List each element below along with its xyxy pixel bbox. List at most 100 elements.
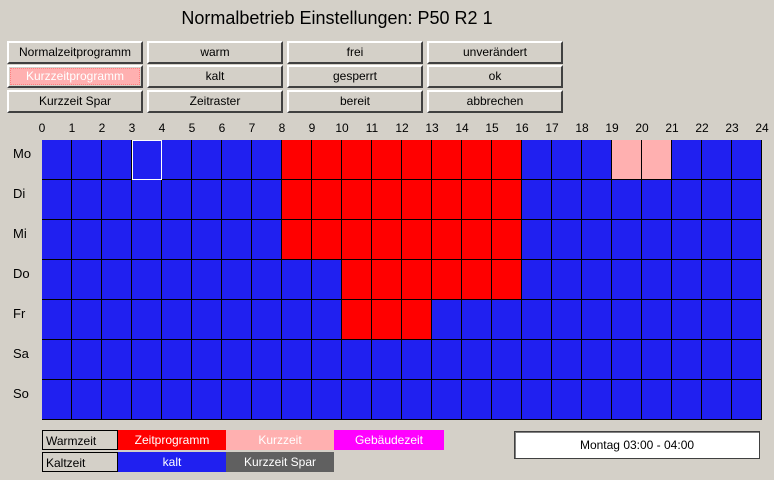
- schedule-cell-mi-18[interactable]: [582, 220, 612, 260]
- schedule-cell-di-2[interactable]: [102, 180, 132, 220]
- schedule-cell-do-5[interactable]: [192, 260, 222, 300]
- schedule-cell-do-18[interactable]: [582, 260, 612, 300]
- schedule-cell-mo-14[interactable]: [462, 140, 492, 180]
- schedule-cell-sa-2[interactable]: [102, 340, 132, 380]
- schedule-cell-di-1[interactable]: [72, 180, 102, 220]
- schedule-cell-fr-15[interactable]: [492, 300, 522, 340]
- schedule-cell-sa-6[interactable]: [222, 340, 252, 380]
- schedule-cell-sa-16[interactable]: [522, 340, 552, 380]
- schedule-cell-so-12[interactable]: [402, 380, 432, 420]
- schedule-cell-so-14[interactable]: [462, 380, 492, 420]
- schedule-cell-sa-15[interactable]: [492, 340, 522, 380]
- schedule-cell-sa-21[interactable]: [672, 340, 702, 380]
- schedule-cell-di-4[interactable]: [162, 180, 192, 220]
- schedule-cell-do-22[interactable]: [702, 260, 732, 300]
- schedule-cell-sa-1[interactable]: [72, 340, 102, 380]
- schedule-cell-mi-22[interactable]: [702, 220, 732, 260]
- schedule-cell-so-5[interactable]: [192, 380, 222, 420]
- schedule-cell-sa-0[interactable]: [42, 340, 72, 380]
- schedule-cell-fr-0[interactable]: [42, 300, 72, 340]
- schedule-cell-fr-18[interactable]: [582, 300, 612, 340]
- schedule-cell-mo-5[interactable]: [192, 140, 222, 180]
- schedule-cell-sa-22[interactable]: [702, 340, 732, 380]
- schedule-cell-mo-20[interactable]: [642, 140, 672, 180]
- schedule-cell-di-14[interactable]: [462, 180, 492, 220]
- ok-button[interactable]: ok: [427, 65, 563, 88]
- schedule-cell-mo-22[interactable]: [702, 140, 732, 180]
- schedule-cell-mi-11[interactable]: [372, 220, 402, 260]
- schedule-cell-so-21[interactable]: [672, 380, 702, 420]
- schedule-cell-di-8[interactable]: [282, 180, 312, 220]
- schedule-cell-di-9[interactable]: [312, 180, 342, 220]
- schedule-cell-mi-0[interactable]: [42, 220, 72, 260]
- schedule-cell-so-8[interactable]: [282, 380, 312, 420]
- schedule-cell-so-17[interactable]: [552, 380, 582, 420]
- schedule-cell-di-7[interactable]: [252, 180, 282, 220]
- schedule-cell-sa-7[interactable]: [252, 340, 282, 380]
- schedule-cell-so-22[interactable]: [702, 380, 732, 420]
- kalt-button[interactable]: kalt: [147, 65, 283, 88]
- schedule-cell-sa-18[interactable]: [582, 340, 612, 380]
- schedule-cell-so-23[interactable]: [732, 380, 762, 420]
- schedule-cell-so-16[interactable]: [522, 380, 552, 420]
- schedule-cell-mi-23[interactable]: [732, 220, 762, 260]
- schedule-cell-do-3[interactable]: [132, 260, 162, 300]
- schedule-cell-do-19[interactable]: [612, 260, 642, 300]
- normalzeitprogramm-button[interactable]: Normalzeitprogramm: [7, 41, 143, 64]
- schedule-cell-do-14[interactable]: [462, 260, 492, 300]
- abbrechen-button[interactable]: abbrechen: [427, 90, 563, 113]
- schedule-cell-so-18[interactable]: [582, 380, 612, 420]
- schedule-cell-di-16[interactable]: [522, 180, 552, 220]
- schedule-cell-fr-1[interactable]: [72, 300, 102, 340]
- schedule-cell-so-13[interactable]: [432, 380, 462, 420]
- schedule-cell-di-17[interactable]: [552, 180, 582, 220]
- schedule-cell-sa-10[interactable]: [342, 340, 372, 380]
- schedule-cell-so-6[interactable]: [222, 380, 252, 420]
- schedule-cell-do-0[interactable]: [42, 260, 72, 300]
- schedule-cell-fr-11[interactable]: [372, 300, 402, 340]
- schedule-cell-fr-21[interactable]: [672, 300, 702, 340]
- schedule-cell-sa-11[interactable]: [372, 340, 402, 380]
- schedule-cell-so-7[interactable]: [252, 380, 282, 420]
- schedule-cell-do-13[interactable]: [432, 260, 462, 300]
- frei-button[interactable]: frei: [287, 41, 423, 64]
- bereit-button[interactable]: bereit: [287, 90, 423, 113]
- schedule-cell-sa-8[interactable]: [282, 340, 312, 380]
- schedule-cell-so-1[interactable]: [72, 380, 102, 420]
- unveraendert-button[interactable]: unverändert: [427, 41, 563, 64]
- schedule-cell-so-20[interactable]: [642, 380, 672, 420]
- schedule-cell-mi-19[interactable]: [612, 220, 642, 260]
- schedule-cell-mo-1[interactable]: [72, 140, 102, 180]
- schedule-cell-di-3[interactable]: [132, 180, 162, 220]
- schedule-cell-mi-1[interactable]: [72, 220, 102, 260]
- schedule-cell-mi-12[interactable]: [402, 220, 432, 260]
- schedule-cell-mi-14[interactable]: [462, 220, 492, 260]
- schedule-cell-di-20[interactable]: [642, 180, 672, 220]
- schedule-cell-fr-4[interactable]: [162, 300, 192, 340]
- schedule-cell-do-10[interactable]: [342, 260, 372, 300]
- schedule-cell-mi-10[interactable]: [342, 220, 372, 260]
- schedule-cell-so-4[interactable]: [162, 380, 192, 420]
- schedule-cell-di-5[interactable]: [192, 180, 222, 220]
- schedule-cell-mo-6[interactable]: [222, 140, 252, 180]
- schedule-cell-mi-16[interactable]: [522, 220, 552, 260]
- schedule-cell-mi-9[interactable]: [312, 220, 342, 260]
- schedule-cell-di-10[interactable]: [342, 180, 372, 220]
- schedule-cell-do-20[interactable]: [642, 260, 672, 300]
- kurzzeitprogramm-button[interactable]: Kurzzeitprogramm: [7, 65, 143, 88]
- schedule-cell-di-12[interactable]: [402, 180, 432, 220]
- schedule-cell-sa-3[interactable]: [132, 340, 162, 380]
- schedule-cell-di-11[interactable]: [372, 180, 402, 220]
- schedule-cell-so-11[interactable]: [372, 380, 402, 420]
- schedule-cell-mo-0[interactable]: [42, 140, 72, 180]
- schedule-cell-mo-10[interactable]: [342, 140, 372, 180]
- schedule-cell-fr-2[interactable]: [102, 300, 132, 340]
- schedule-cell-fr-5[interactable]: [192, 300, 222, 340]
- schedule-cell-do-4[interactable]: [162, 260, 192, 300]
- schedule-cell-fr-12[interactable]: [402, 300, 432, 340]
- schedule-cell-mo-21[interactable]: [672, 140, 702, 180]
- schedule-cell-mi-6[interactable]: [222, 220, 252, 260]
- schedule-cell-mi-8[interactable]: [282, 220, 312, 260]
- schedule-cell-mi-15[interactable]: [492, 220, 522, 260]
- schedule-cell-fr-3[interactable]: [132, 300, 162, 340]
